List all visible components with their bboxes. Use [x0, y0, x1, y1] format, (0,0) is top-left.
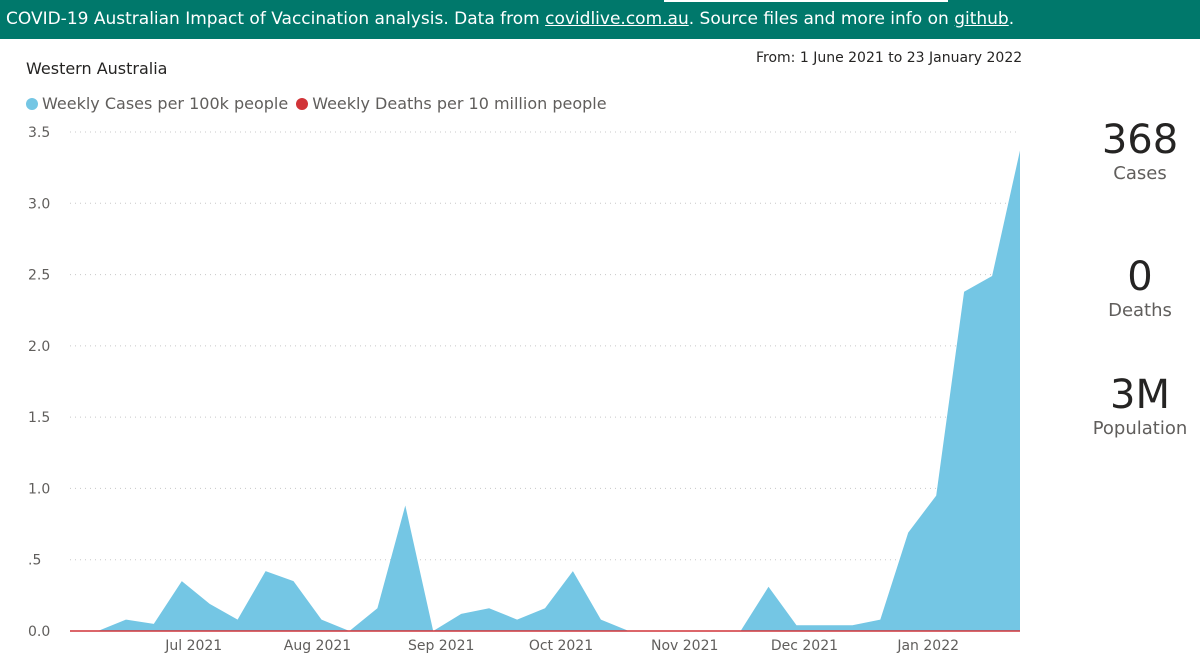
chart-legend: Weekly Cases per 100k people Weekly Deat…: [26, 94, 615, 113]
y-tick-label: 3.5: [28, 125, 50, 141]
y-tick-label: 1.0: [28, 481, 50, 497]
date-range-label: From: 1 June 2021 to 23 January 2022: [756, 50, 1023, 66]
x-tick-label: Sep 2021: [408, 638, 474, 654]
x-tick-label: Jan 2022: [896, 638, 959, 654]
tab-indicator: [664, 0, 948, 2]
x-tick-label: Jul 2021: [164, 638, 222, 654]
kpi-cases: 368 Cases: [1080, 118, 1200, 186]
legend-dot-deaths: [296, 97, 309, 110]
kpi-population: 3M Population: [1080, 373, 1200, 441]
legend-item-cases[interactable]: Weekly Cases per 100k people: [26, 94, 288, 113]
kpi-deaths-value: 0: [1127, 254, 1153, 300]
y-tick-label: 0.0: [28, 624, 50, 640]
y-tick-label: 3.0: [28, 196, 50, 212]
legend-label-deaths: Weekly Deaths per 10 million people: [312, 94, 607, 113]
x-tick-label: Oct 2021: [529, 638, 593, 654]
kpi-deaths: 0 Deaths: [1080, 255, 1200, 323]
banner-suffix: .: [1008, 9, 1015, 29]
github-link[interactable]: github: [954, 9, 1009, 29]
kpi-deaths-label: Deaths: [1108, 300, 1172, 321]
area-chart: 0.0 .5 1.0 1.5 2.0 2.5 3.0 3.5 Jul 2021 Aug 2021 S…: [28, 125, 1020, 654]
y-tick-label: 2.0: [28, 339, 50, 355]
banner-prefix: COVID-19 Australian Impact of Vaccinatio…: [6, 9, 546, 29]
kpi-cases-label: Cases: [1113, 163, 1167, 184]
y-tick-label: 2.5: [28, 268, 50, 284]
chart-title: Western Australia: [26, 59, 168, 78]
kpi-cases-value: 368: [1101, 117, 1179, 163]
x-tick-label: Nov 2021: [651, 638, 718, 654]
y-tick-label: .5: [28, 553, 41, 569]
legend-dot-cases: [26, 97, 38, 110]
kpi-population-label: Population: [1092, 418, 1188, 439]
y-tick-label: 1.5: [28, 410, 50, 426]
banner-text: COVID-19 Australian Impact of Vaccinatio…: [0, 9, 1014, 29]
legend-label-cases: Weekly Cases per 100k people: [42, 94, 289, 113]
title-banner: COVID-19 Australian Impact of Vaccinatio…: [0, 0, 1200, 39]
legend-item-deaths[interactable]: Weekly Deaths per 10 million people: [296, 94, 607, 113]
series-cases-area: [97, 150, 1020, 631]
x-tick-label: Aug 2021: [284, 638, 351, 654]
kpi-population-value: 3M: [1110, 372, 1170, 418]
banner-middle: . Source files and more info on: [688, 9, 955, 29]
covidlive-link[interactable]: covidlive.com.au: [545, 9, 689, 29]
x-tick-label: Dec 2021: [771, 638, 838, 654]
